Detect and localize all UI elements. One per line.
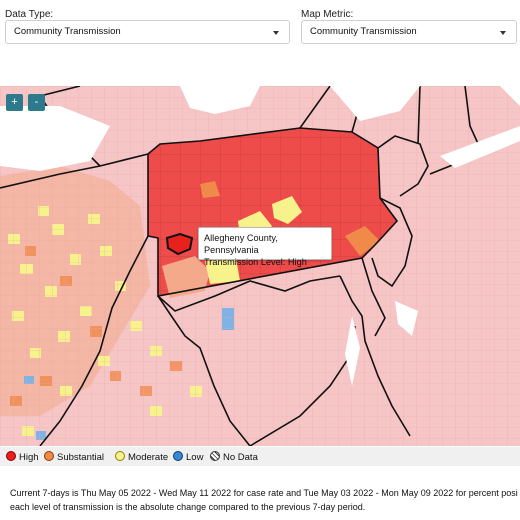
footnote-line-2: each level of transmission is the absolu… — [10, 501, 366, 512]
legend-item-high: High — [6, 451, 39, 463]
pa-substantial-north — [200, 181, 220, 198]
legend-label-high: High — [19, 452, 39, 463]
state-borders — [0, 86, 482, 446]
legend-label-substantial: Substantial — [57, 452, 105, 463]
hatched-circle-icon — [210, 451, 220, 461]
chevron-down-icon — [273, 31, 279, 35]
legend-item-low: Low — [173, 451, 203, 463]
legend-item-no-data: No Data — [210, 451, 258, 463]
delaware-bay — [395, 301, 418, 336]
pa-moderate-central-2 — [272, 196, 302, 224]
tooltip-county: Allegheny County, Pennsylvania — [204, 233, 278, 255]
footnote-line-1: Current 7-days is Thu May 05 2022 - Wed … — [10, 488, 518, 498]
legend-label-low: Low — [186, 452, 204, 463]
long-island-sound — [440, 126, 520, 168]
data-footnote: Current 7-days is Thu May 05 2022 - Wed … — [10, 487, 520, 514]
pa-substantial-east — [345, 226, 380, 256]
map-metric-value: Community Transmission — [310, 26, 417, 37]
data-type-label: Data Type: — [5, 9, 54, 20]
legend-label-no-data: No Data — [223, 452, 258, 463]
legend-item-moderate: Moderate — [115, 451, 168, 463]
zoom-out-button[interactable]: - — [28, 94, 45, 111]
circle-icon — [115, 451, 125, 461]
chesapeake-bay — [345, 316, 360, 386]
circle-icon — [44, 451, 54, 461]
circle-icon — [6, 451, 16, 461]
allegheny-county[interactable] — [165, 232, 194, 256]
zoom-in-button[interactable]: + — [6, 94, 23, 111]
chevron-down-icon — [500, 31, 506, 35]
pa-substantial-southwest — [162, 256, 210, 298]
circle-icon — [173, 451, 183, 461]
ocean-corner — [500, 86, 520, 106]
map-metric-select[interactable]: Community Transmission — [301, 20, 517, 44]
lake-erie — [180, 86, 260, 114]
county-map[interactable]: + - Allegheny County, Pennsylvania Trans… — [0, 86, 520, 446]
data-type-value: Community Transmission — [14, 26, 121, 37]
lake-ontario — [330, 86, 420, 121]
pa-moderate-south — [205, 258, 240, 284]
tooltip-level: Transmission Level: High — [204, 257, 307, 267]
legend-label-moderate: Moderate — [128, 452, 169, 463]
data-type-select[interactable]: Community Transmission — [5, 20, 290, 44]
map-legend: High Substantial Moderate Low No Data — [0, 447, 520, 466]
lake-erie-west — [0, 106, 110, 171]
map-metric-label: Map Metric: — [301, 9, 354, 20]
legend-item-substantial: Substantial — [44, 451, 104, 463]
county-tooltip: Allegheny County, Pennsylvania Transmiss… — [198, 227, 332, 267]
